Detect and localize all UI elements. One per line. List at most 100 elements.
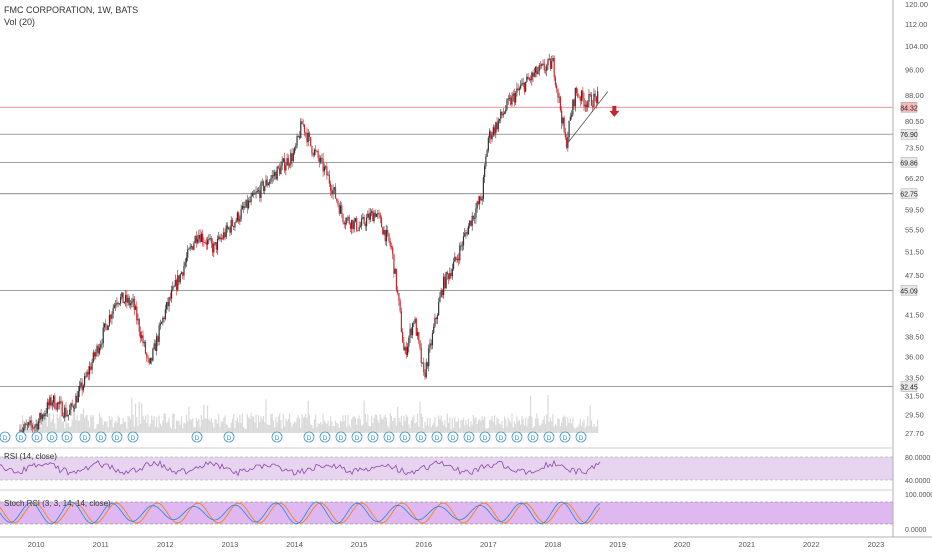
candle-body — [295, 145, 297, 148]
volume-bar — [399, 421, 401, 433]
candle-body — [30, 420, 32, 426]
volume-bar — [507, 417, 509, 433]
candle-body — [291, 153, 293, 162]
volume-bar — [501, 420, 503, 433]
candle-body — [523, 82, 525, 92]
candle-body — [315, 149, 317, 151]
volume-bar — [116, 422, 118, 433]
candle-body — [46, 402, 48, 414]
candle-body — [113, 305, 116, 309]
volume-bar — [523, 425, 525, 433]
volume-bar — [224, 415, 226, 433]
candle-body — [515, 92, 517, 103]
candle-body — [313, 149, 316, 156]
volume-bar — [393, 418, 395, 433]
volume-bar — [230, 422, 232, 433]
candle-body — [507, 98, 509, 100]
volume-bar — [290, 422, 292, 433]
candle-body — [158, 325, 160, 342]
volume-bar — [252, 416, 255, 433]
volume-bar — [275, 417, 277, 433]
candle-body — [144, 341, 147, 354]
volume-bar — [194, 427, 196, 433]
candle-body — [297, 135, 299, 137]
volume-bar — [520, 424, 522, 433]
rsi-tick: 80.0000 — [905, 455, 930, 462]
volume-bar — [29, 422, 31, 433]
candle-body — [127, 297, 129, 303]
dividend-marker — [367, 431, 379, 443]
candle-body — [449, 272, 451, 280]
candle-body — [492, 127, 494, 136]
candle-body — [452, 261, 455, 269]
candle-body — [491, 135, 493, 140]
candle-body — [112, 308, 114, 314]
candle-body — [595, 96, 598, 103]
volume-bar — [124, 421, 127, 433]
volume-bar — [40, 427, 42, 433]
volume-bar — [554, 424, 557, 433]
dividend-marker — [271, 431, 283, 443]
volume-bar — [441, 421, 443, 433]
candle-body — [516, 88, 518, 93]
volume-bar — [541, 423, 543, 433]
volume-bar — [152, 420, 154, 433]
candle-body — [265, 179, 267, 187]
candle-body — [320, 157, 322, 163]
volume-bar — [96, 424, 98, 433]
volume-bar — [392, 421, 394, 433]
x-tick-label: 2018 — [545, 540, 562, 549]
candle-body — [240, 209, 242, 219]
volume-bar — [488, 419, 491, 433]
volume-bar — [446, 413, 448, 433]
candle-body — [132, 298, 134, 302]
volume-bar — [385, 417, 388, 433]
volume-bar — [143, 419, 145, 433]
stoch-tick: 0.0000 — [905, 527, 927, 534]
volume-bar — [413, 415, 415, 433]
candle-body — [102, 327, 104, 344]
candle-body — [568, 120, 570, 138]
volume-bar — [100, 416, 102, 433]
volume-bar — [267, 425, 270, 433]
volume-bar — [518, 419, 521, 433]
volume-bar — [512, 427, 514, 433]
volume-bar — [580, 425, 583, 433]
dividend-label: D — [99, 435, 104, 442]
volume-bar — [461, 420, 463, 433]
volume-bar — [102, 425, 104, 433]
volume-bar — [173, 414, 175, 433]
volume-bar — [415, 422, 417, 433]
volume-bar — [556, 425, 558, 433]
volume-bar — [352, 416, 354, 433]
candle-body — [117, 302, 119, 304]
volume-bar — [445, 427, 447, 433]
y-tick-label: 96.00 — [905, 65, 924, 74]
y-tick-label: 120.00 — [905, 0, 928, 9]
candle-body — [256, 191, 258, 193]
rsi-line — [0, 459, 601, 477]
volume-bar — [137, 426, 139, 433]
candle-body — [66, 415, 68, 417]
volume-bar — [428, 426, 430, 433]
volume-bar — [108, 415, 111, 433]
volume-bar — [323, 421, 325, 433]
volume-bar — [451, 418, 453, 433]
dividend-label: D — [65, 435, 70, 442]
candle-body — [544, 70, 547, 72]
volume-bar — [407, 416, 409, 433]
candle-body — [548, 58, 550, 60]
volume-bar — [430, 427, 432, 433]
volume-bar — [322, 413, 324, 433]
volume-bar — [245, 428, 247, 433]
volume-bar — [493, 415, 496, 433]
candle-body — [311, 145, 313, 154]
candle-body — [226, 225, 229, 229]
candle-body — [284, 158, 286, 171]
volume-bar — [311, 424, 313, 433]
volume-bar — [351, 419, 353, 433]
volume-bar — [387, 425, 389, 433]
y-tick-label: 33.50 — [905, 373, 924, 382]
